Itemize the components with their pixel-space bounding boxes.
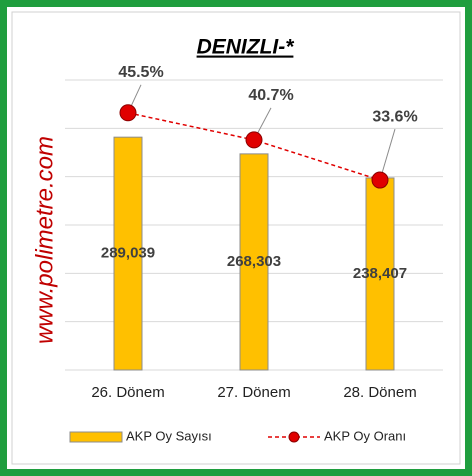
bar <box>365 177 395 371</box>
line-value-label: 45.5% <box>118 64 163 81</box>
legend-swatch <box>69 431 123 443</box>
x-tick-label: 27. Dönem <box>217 384 290 401</box>
watermark: www.polimetre.com <box>31 136 58 344</box>
x-tick-label: 28. Dönem <box>343 384 416 401</box>
legend-label: AKP Oy Oranı <box>324 428 406 443</box>
legend-label: AKP Oy Sayısı <box>126 428 212 443</box>
leader-line <box>379 128 396 181</box>
inner-frame <box>11 11 461 465</box>
x-tick-label: 26. Dönem <box>91 384 164 401</box>
line-marker <box>119 104 137 122</box>
legend-marker <box>288 431 300 443</box>
bar <box>113 136 143 371</box>
chart-title: DENIZLI-* <box>197 36 295 59</box>
bar <box>239 153 269 371</box>
bar-value-label: 289,039 <box>101 245 155 262</box>
line-value-label: 33.6% <box>372 108 417 125</box>
line-marker <box>371 171 389 189</box>
bar-value-label: 238,407 <box>353 265 407 282</box>
line-value-label: 40.7% <box>248 87 293 104</box>
line-marker <box>245 131 263 149</box>
bar-value-label: 268,303 <box>227 253 281 270</box>
